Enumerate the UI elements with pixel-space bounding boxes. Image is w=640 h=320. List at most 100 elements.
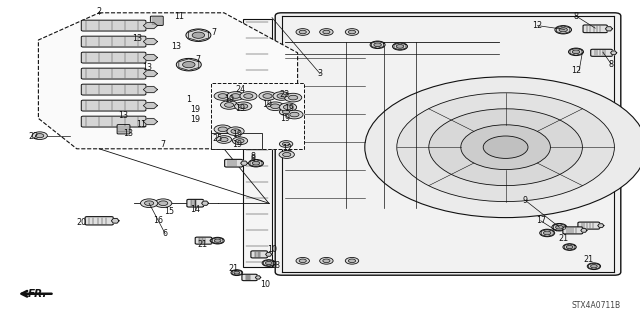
- Circle shape: [231, 94, 240, 98]
- Circle shape: [252, 161, 260, 165]
- Text: 23: 23: [280, 90, 290, 99]
- Circle shape: [563, 244, 576, 250]
- Circle shape: [483, 136, 528, 158]
- Text: 16: 16: [153, 216, 163, 225]
- Circle shape: [259, 92, 276, 100]
- Circle shape: [266, 102, 284, 111]
- Circle shape: [244, 94, 253, 98]
- Circle shape: [231, 129, 240, 133]
- Text: 13: 13: [123, 129, 133, 138]
- Text: 19: 19: [232, 130, 242, 139]
- Text: 19: 19: [235, 104, 245, 113]
- Circle shape: [220, 101, 238, 109]
- Circle shape: [220, 138, 228, 141]
- Polygon shape: [211, 133, 262, 149]
- Text: 10: 10: [267, 245, 277, 254]
- Polygon shape: [143, 22, 157, 29]
- Circle shape: [214, 239, 221, 242]
- Polygon shape: [143, 54, 157, 61]
- Circle shape: [588, 263, 600, 269]
- Circle shape: [461, 125, 550, 170]
- Text: 11: 11: [136, 120, 146, 129]
- Circle shape: [279, 151, 294, 158]
- FancyBboxPatch shape: [563, 227, 583, 234]
- Circle shape: [271, 104, 280, 108]
- FancyBboxPatch shape: [117, 124, 130, 134]
- Polygon shape: [143, 86, 157, 93]
- Circle shape: [374, 43, 381, 47]
- Circle shape: [227, 127, 244, 136]
- Text: 19: 19: [190, 105, 200, 114]
- Text: 11: 11: [174, 12, 184, 20]
- Circle shape: [346, 257, 359, 264]
- Text: 21: 21: [228, 264, 239, 273]
- Text: 2: 2: [97, 7, 102, 16]
- Circle shape: [284, 105, 292, 109]
- Circle shape: [282, 142, 290, 146]
- Circle shape: [555, 26, 572, 34]
- Text: 13: 13: [142, 63, 152, 72]
- Circle shape: [429, 109, 582, 186]
- Polygon shape: [143, 70, 157, 77]
- Circle shape: [240, 92, 257, 100]
- Text: 7: 7: [196, 55, 201, 64]
- FancyBboxPatch shape: [85, 217, 113, 225]
- Circle shape: [227, 92, 244, 100]
- Polygon shape: [111, 219, 119, 223]
- FancyBboxPatch shape: [150, 16, 163, 25]
- Polygon shape: [605, 27, 612, 31]
- Polygon shape: [255, 276, 260, 279]
- Circle shape: [299, 30, 307, 34]
- Text: 19: 19: [232, 140, 242, 148]
- Circle shape: [348, 30, 356, 34]
- Circle shape: [556, 225, 563, 229]
- Circle shape: [290, 112, 299, 117]
- Circle shape: [365, 77, 640, 218]
- Circle shape: [296, 29, 310, 36]
- Circle shape: [289, 95, 298, 100]
- Text: 8: 8: [250, 154, 255, 163]
- Circle shape: [299, 259, 307, 263]
- Circle shape: [32, 132, 47, 140]
- Text: 6: 6: [163, 229, 168, 238]
- FancyBboxPatch shape: [583, 25, 607, 33]
- Circle shape: [568, 48, 584, 56]
- FancyBboxPatch shape: [81, 100, 146, 111]
- Circle shape: [273, 92, 291, 100]
- Circle shape: [283, 153, 291, 156]
- Circle shape: [155, 199, 172, 208]
- Circle shape: [279, 141, 293, 147]
- FancyBboxPatch shape: [275, 13, 621, 275]
- Text: 17: 17: [536, 216, 546, 225]
- Text: 12: 12: [532, 21, 543, 30]
- Text: 13: 13: [171, 42, 181, 51]
- Circle shape: [559, 28, 568, 32]
- Circle shape: [248, 159, 264, 167]
- Circle shape: [323, 259, 330, 263]
- Text: 7: 7: [161, 140, 166, 148]
- FancyBboxPatch shape: [81, 68, 146, 79]
- Circle shape: [279, 109, 293, 116]
- Circle shape: [218, 127, 227, 132]
- FancyBboxPatch shape: [187, 199, 204, 207]
- Circle shape: [280, 103, 297, 112]
- Circle shape: [216, 136, 232, 143]
- Polygon shape: [598, 224, 604, 228]
- Text: 19: 19: [280, 114, 290, 123]
- Text: 8: 8: [250, 152, 255, 161]
- Circle shape: [262, 260, 275, 266]
- FancyBboxPatch shape: [81, 116, 146, 127]
- Text: 19: 19: [262, 100, 273, 109]
- Circle shape: [211, 237, 224, 244]
- Polygon shape: [241, 161, 248, 165]
- Circle shape: [277, 94, 286, 98]
- Text: 12: 12: [571, 66, 581, 75]
- Text: 15: 15: [164, 207, 175, 216]
- Text: 19: 19: [284, 104, 294, 113]
- Polygon shape: [243, 19, 272, 267]
- FancyBboxPatch shape: [81, 52, 146, 63]
- Circle shape: [225, 103, 234, 107]
- Circle shape: [231, 270, 243, 276]
- Circle shape: [141, 199, 157, 208]
- FancyBboxPatch shape: [242, 274, 257, 281]
